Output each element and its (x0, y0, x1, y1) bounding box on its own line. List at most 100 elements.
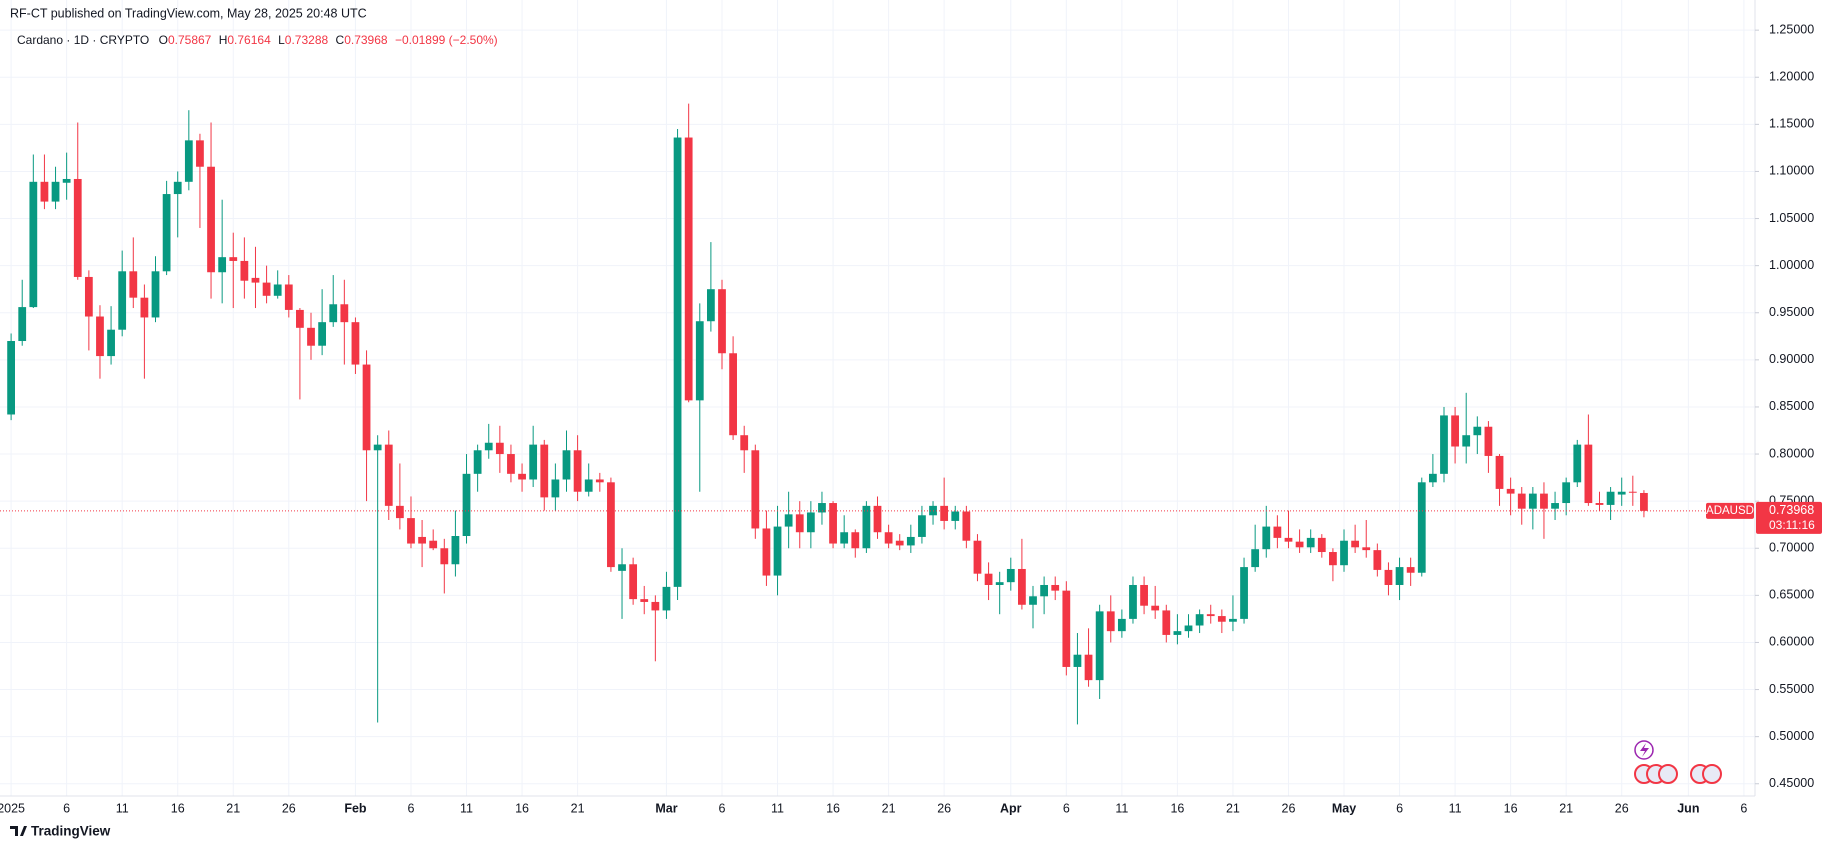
candle-body (718, 289, 726, 354)
y-tick-label: 0.45000 (1769, 776, 1814, 790)
candle-body (706, 289, 715, 322)
candle-body (1617, 491, 1626, 495)
candle-body (851, 532, 860, 549)
candle-body (862, 505, 871, 549)
x-tick-label: 26 (1615, 801, 1629, 815)
candle-body (618, 564, 626, 571)
x-tick-label: 6 (408, 801, 415, 815)
candle-body (251, 277, 260, 283)
candle-body (407, 518, 415, 544)
candle-body (1573, 444, 1582, 483)
candle-body (1262, 526, 1271, 550)
candle-body (1018, 568, 1026, 605)
x-tick-label: 21 (571, 801, 585, 815)
x-tick-label: May (1332, 801, 1356, 815)
candle-body (695, 321, 704, 401)
candle-body (1106, 611, 1115, 632)
x-tick-label: 11 (1449, 801, 1462, 815)
x-tick-label: 21 (226, 801, 240, 815)
candle-body (262, 282, 271, 296)
candle-body (484, 442, 493, 451)
candle-body (1395, 567, 1404, 585)
y-tick-label: 0.55000 (1769, 682, 1814, 696)
candle-body (629, 564, 638, 600)
candle-body (1462, 435, 1471, 447)
x-tick-label: 26 (1282, 801, 1296, 815)
candle-body (107, 329, 115, 357)
candles (7, 103, 1648, 725)
footer-brand: TradingView (31, 824, 111, 839)
ohlc-letter: L (278, 33, 285, 47)
footer-logo: TradingView (10, 824, 111, 839)
candle-body (1484, 426, 1493, 456)
candle-body (451, 536, 460, 565)
candle-body (1206, 614, 1215, 617)
x-tick-label: 6 (719, 801, 726, 815)
candle-body (784, 514, 793, 527)
candle-body (29, 181, 38, 308)
candle-body (1628, 491, 1637, 493)
candle-body (551, 479, 560, 498)
candle-body (995, 582, 1004, 585)
candle-body (1184, 625, 1193, 632)
candle-body (518, 473, 526, 480)
ohlc-value: 0.76164 (227, 33, 271, 47)
y-tick-label: 0.65000 (1769, 588, 1814, 602)
candle-body (729, 353, 737, 436)
x-tick-label: Apr (1000, 801, 1022, 815)
candle-body (906, 536, 915, 546)
candle-body (1251, 549, 1260, 568)
grid (0, 0, 1755, 796)
candle-body (884, 532, 893, 544)
y-tick-label: 0.80000 (1769, 446, 1814, 460)
y-tick-label: 1.15000 (1769, 117, 1814, 131)
candle-body (607, 482, 615, 568)
candle-body (806, 512, 815, 533)
candle-body (196, 140, 204, 167)
candle-body (1340, 540, 1348, 566)
candle-body (340, 304, 349, 323)
x-tick-label: 21 (1226, 801, 1240, 815)
x-tick-label: 11 (460, 801, 473, 815)
y-tick-label: 0.85000 (1769, 399, 1814, 413)
x-tick-label: Jun (1677, 801, 1699, 815)
candle-body (1229, 618, 1237, 622)
candle-body (662, 586, 671, 611)
candle-body (1073, 654, 1082, 667)
candle-body (540, 444, 549, 498)
candle-body (1417, 482, 1426, 573)
candle-body (829, 503, 837, 544)
candle-body (1540, 493, 1548, 509)
candle-body (384, 444, 393, 506)
candle-body (895, 540, 904, 546)
candle-body (1562, 482, 1571, 504)
candle-body (595, 479, 604, 483)
y-tick-label: 1.00000 (1769, 258, 1814, 272)
candle-body (395, 505, 404, 519)
candle-body (240, 260, 249, 281)
candle-body (318, 322, 327, 346)
candle-body (1528, 493, 1537, 509)
symbol: Cardano · 1D · CRYPTO (17, 33, 149, 47)
candle-body (1151, 605, 1160, 611)
candle-body (1551, 503, 1559, 509)
candle-body (1006, 568, 1015, 583)
candle-body (1284, 537, 1293, 542)
flag-icon (1702, 764, 1722, 784)
candle-body (818, 503, 826, 513)
candle-body (1595, 503, 1604, 505)
candle-body (140, 297, 149, 318)
flag-icon (1658, 764, 1678, 784)
x-tick-label: 26 (937, 801, 951, 815)
candle-body (573, 450, 582, 492)
candle-body (73, 178, 82, 277)
x-tick-label: 11 (116, 801, 129, 815)
candle-body (1495, 455, 1504, 489)
candle-body (84, 276, 93, 317)
candle-body (1029, 596, 1037, 605)
ohlc-value: 0.73288 (285, 33, 329, 47)
candle-body (229, 257, 238, 261)
countdown-label: 03:11:16 (1769, 518, 1815, 532)
candle-body (129, 271, 138, 298)
x-tick-label: 21 (882, 801, 896, 815)
